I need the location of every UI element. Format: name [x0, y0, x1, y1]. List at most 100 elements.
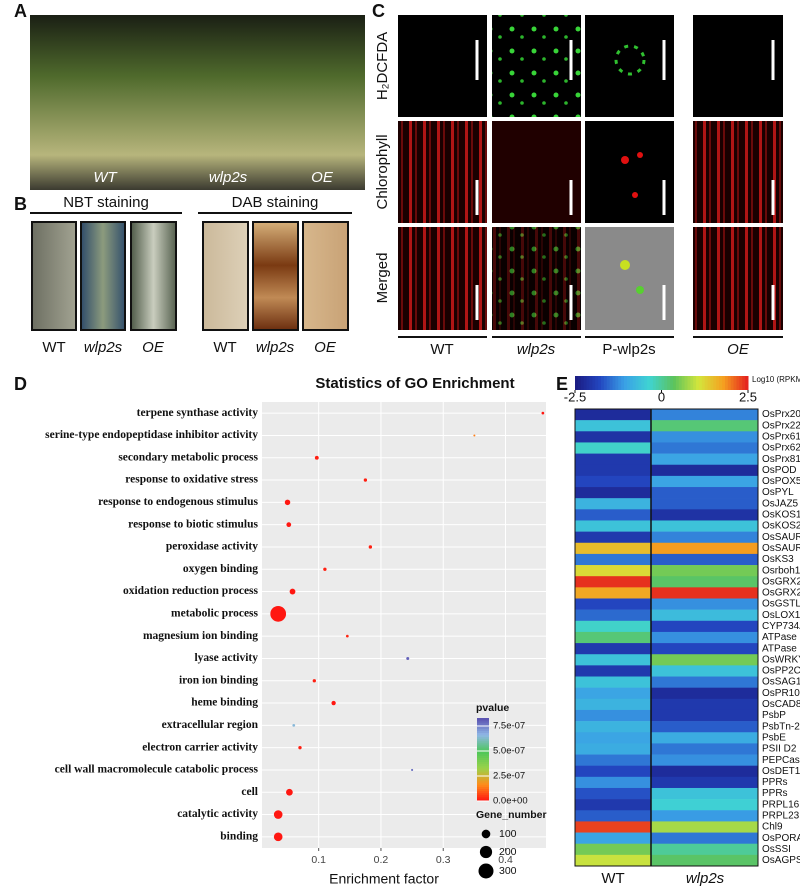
- colorbar-segment: [595, 376, 599, 390]
- category-label: serine-type endopeptidase inhibitor acti…: [45, 429, 258, 441]
- x-tick-label: 0.4: [498, 854, 513, 866]
- colorbar-segment: [477, 794, 489, 798]
- category-label: electron carrier activity: [142, 741, 258, 753]
- point: [331, 700, 336, 706]
- row-label: OsPrx61: [762, 432, 800, 443]
- colorbar-segment: [687, 376, 691, 390]
- heatmap-cell: [575, 765, 651, 778]
- colorbar-segment: [600, 376, 605, 390]
- category-label: binding: [220, 830, 258, 842]
- row-label: PsbP: [762, 710, 786, 721]
- row-label: OsJAZ5: [762, 498, 799, 509]
- row-label: OsPOD: [762, 465, 796, 476]
- colorbar-tick-label: 0: [658, 389, 665, 404]
- colorbar-segment: [647, 376, 651, 390]
- colorbar-tick-label: 5.0e-07: [493, 746, 525, 757]
- heatmap-cell: [651, 787, 758, 800]
- colorbar-tick-label: 0.0e+00: [493, 796, 528, 807]
- colorbar-segment: [477, 790, 489, 794]
- heatmap-cell: [651, 531, 758, 544]
- category-label: oxygen binding: [183, 563, 258, 575]
- colorbar-tick-label: -2.5: [564, 389, 586, 404]
- colorbar-segment: [606, 376, 611, 390]
- colorbar-segment: [696, 376, 700, 390]
- heatmap-cell: [651, 487, 758, 499]
- colorbar-segment: [658, 376, 662, 390]
- row-label: Osrboh1: [762, 565, 800, 576]
- row-label: OsSAG12: [762, 677, 800, 688]
- heatmap-cell: [575, 431, 651, 443]
- colorbar-segment: [583, 376, 588, 390]
- row-label: OsPrx81: [762, 454, 800, 465]
- colorbar-segment: [477, 738, 489, 742]
- heatmap-cell: [651, 498, 758, 510]
- colorbar-segment: [477, 732, 489, 736]
- heatmap-cell: [651, 542, 758, 555]
- x-tick-label: 0.1: [311, 854, 326, 866]
- row-label: Chlorophyll: [374, 134, 391, 209]
- colorbar-tick-label: 2.5: [739, 389, 757, 404]
- column-label: wlp2s: [686, 870, 725, 887]
- heatmap-cell: [575, 743, 651, 755]
- row-label: PPRs: [762, 788, 788, 799]
- colorbar-segment: [477, 718, 489, 721]
- heatmap-cell: [651, 854, 758, 867]
- heatmap-cell: [651, 832, 758, 845]
- heatmap-cell: [651, 565, 758, 577]
- colorbar-segment: [745, 376, 749, 390]
- colorbar-segment: [739, 376, 743, 390]
- colorbar-segment: [477, 759, 489, 763]
- colorbar-segment: [684, 376, 688, 390]
- row-label: PSII D2: [762, 744, 797, 755]
- heatmap-cell: [651, 576, 758, 588]
- heatmap-cell: [575, 709, 651, 722]
- heatmap-cell: [575, 631, 651, 644]
- heatmap-cell: [575, 754, 651, 766]
- category-label: response to biotic stimulus: [128, 518, 258, 530]
- heatmap-cell: [651, 743, 758, 755]
- heatmap-cell: [651, 431, 758, 443]
- point: [312, 679, 316, 683]
- photo-label: WT: [93, 169, 118, 186]
- heatmap-cell: [575, 721, 651, 733]
- row-label: OsGRX24: [762, 576, 800, 587]
- colorbar-segment: [638, 376, 642, 390]
- heatmap-cell: [575, 620, 651, 633]
- colorbar-segment: [477, 757, 489, 760]
- row-label: Chl9: [762, 822, 783, 833]
- colorbar-segment: [477, 778, 489, 781]
- heatmap-cell: [575, 509, 651, 521]
- leaf-label: wlp2s: [256, 339, 295, 356]
- row-label: OsSAUR26: [762, 543, 800, 554]
- point: [284, 499, 291, 506]
- colorbar-segment: [612, 376, 616, 390]
- panel-label: D: [14, 374, 27, 394]
- category-label: metabolic process: [171, 607, 259, 619]
- size-legend-mark: [481, 829, 491, 839]
- chart-title: Statistics of GO Enrichment: [315, 375, 514, 392]
- point: [273, 832, 283, 842]
- colorbar-segment: [477, 763, 489, 767]
- colorbar-segment: [477, 792, 489, 796]
- colorbar-segment: [698, 376, 703, 390]
- heatmap-cell: [575, 654, 651, 666]
- row-label: OsWRKY77: [762, 654, 800, 665]
- point: [286, 788, 293, 796]
- colorbar-segment: [673, 376, 677, 390]
- colorbar-segment: [477, 730, 489, 734]
- row-label: PsbTn-2: [762, 721, 800, 732]
- colorbar-segment: [477, 740, 489, 744]
- row-label: OsPrx62: [762, 443, 800, 454]
- heatmap-cell: [651, 442, 758, 454]
- colorbar-segment: [701, 376, 706, 390]
- category-label: heme binding: [191, 697, 258, 709]
- leaf-label: WT: [213, 339, 236, 356]
- row-label: OsSAUR17: [762, 532, 800, 543]
- heatmap-cell: [651, 553, 758, 566]
- heatmap-cell: [651, 420, 758, 432]
- micrographs: [398, 15, 783, 330]
- colorbar-segment: [477, 786, 489, 790]
- heatmap-cell: [575, 565, 651, 577]
- x-axis-label: Enrichment factor: [329, 871, 439, 887]
- photo-label: wlp2s: [209, 169, 248, 186]
